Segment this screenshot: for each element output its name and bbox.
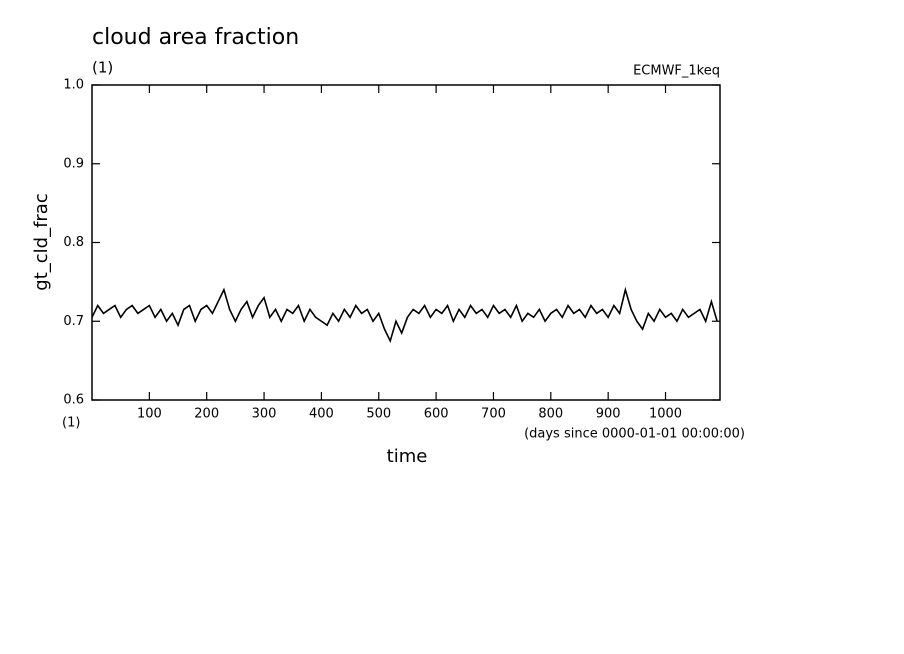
x-tick-label: 100: [137, 407, 162, 422]
data-line: [91, 286, 718, 344]
y-axis-unit: (1): [62, 416, 80, 431]
y-tick-label: 0.7: [63, 314, 84, 329]
x-tick-label: 900: [596, 407, 621, 422]
x-tick-label: 300: [252, 407, 277, 422]
x-tick-label: 400: [309, 407, 334, 422]
x-tick-label: 1000: [649, 407, 682, 422]
y-axis-label: gt_cld_frac: [31, 193, 52, 290]
y-tick-label: 1.0: [63, 78, 84, 93]
x-tick-label: 500: [366, 407, 391, 422]
annotation: ECMWF_1keq: [633, 64, 720, 79]
x-axis-unit: (days since 0000-01-01 00:00:00): [524, 427, 745, 442]
x-tick-label: 800: [538, 407, 563, 422]
x-tick-label: 700: [481, 407, 506, 422]
chart-subtitle: (1): [92, 59, 113, 77]
x-tick-label: 600: [424, 407, 449, 422]
y-tick-label: 0.8: [63, 235, 84, 250]
x-tick-label: 200: [194, 407, 219, 422]
y-tick-label: 0.9: [63, 156, 84, 171]
chart-title: cloud area fraction: [92, 25, 299, 50]
y-tick-label: 0.6: [63, 393, 84, 408]
x-axis-label: time: [387, 446, 428, 467]
plot-frame: [91, 84, 721, 401]
